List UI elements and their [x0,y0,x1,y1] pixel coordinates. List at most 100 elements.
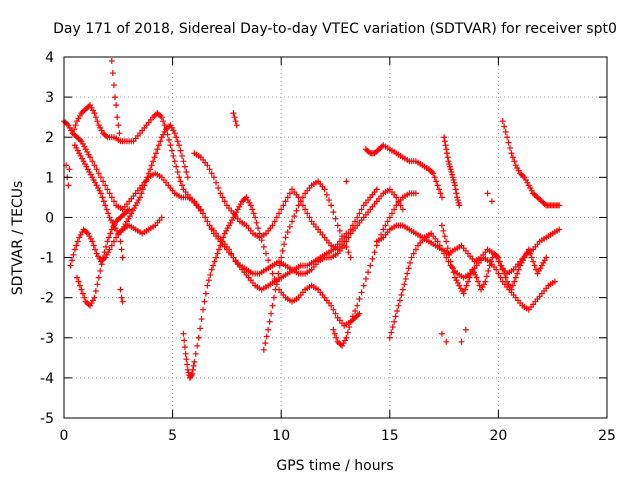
data-point [91,294,98,301]
data-point [382,222,389,229]
data-point [65,182,72,189]
data-point [489,254,496,261]
data-point [210,262,217,269]
data-point [171,158,178,165]
series-track-d [67,214,165,269]
data-point [430,170,437,177]
y-tick-label: -2 [40,291,54,307]
data-point [483,273,490,280]
data-point [514,270,521,277]
data-point [438,330,445,337]
data-point [198,316,205,323]
data-point [221,198,228,205]
data-point [160,118,167,125]
data-point [444,245,451,252]
data-point [176,174,183,181]
data-point [91,162,98,169]
series-track-j [362,142,445,201]
data-point [174,138,181,145]
data-point [101,249,108,256]
data-point [504,134,511,141]
data-point [151,154,158,161]
data-point [275,270,282,277]
data-point [95,274,102,281]
y-axis-label: SDTVAR / TECUs [10,181,26,296]
data-point [184,361,191,368]
data-point [108,242,115,249]
data-point [157,138,164,145]
data-point [269,222,276,229]
data-point [119,298,126,305]
data-point [388,329,395,336]
data-point [232,118,239,125]
y-tick-label: 3 [45,90,54,106]
data-point [447,166,454,173]
data-point [344,329,351,336]
data-point [278,254,285,261]
data-point [412,246,419,253]
data-point [362,275,369,282]
data-point [360,282,367,289]
data-point [476,282,483,289]
data-point [102,182,109,189]
data-point [486,262,493,269]
data-point [92,246,99,253]
data-point [458,338,465,345]
data-point [488,258,495,265]
y-tick-label: -5 [40,411,54,427]
x-tick-label: 25 [598,428,616,444]
data-point [356,210,363,217]
data-point [448,168,455,175]
data-point [304,210,311,217]
data-point [202,214,209,221]
data-point [343,234,350,241]
axis-ticks: 0 5 10 15 20 25 -5 -4 -3 -2 -1 0 1 2 3 4 [40,50,616,444]
x-axis-label: GPS time / hours [276,458,393,474]
data-point [438,194,445,201]
data-point [443,338,450,345]
data-point [330,209,337,216]
data-point [78,286,85,293]
y-tick-label: -3 [40,331,54,347]
data-point [460,290,467,297]
data-point [399,286,406,293]
data-point [302,206,309,213]
data-point [339,233,346,240]
data-point [325,197,332,204]
data-point [113,102,120,109]
data-point [207,271,214,278]
data-point [386,214,393,221]
plot-frame [63,56,608,419]
data-point [210,174,217,181]
data-point [515,266,522,273]
data-point [286,190,293,197]
data-point [401,281,408,288]
data-point [155,142,162,149]
data-point [440,227,447,234]
data-point [89,158,96,165]
data-point [482,278,489,285]
data-point [79,290,86,297]
data-point [509,154,516,161]
data-point [499,118,506,125]
data-point [269,270,276,277]
data-point [398,291,405,298]
data-point [270,294,277,301]
y-tick-label: 0 [45,210,54,226]
data-point [230,254,237,261]
data-point [341,238,348,245]
data-point [282,234,289,241]
data-point [354,302,361,309]
data-point [106,246,113,253]
data-points [61,58,563,381]
y-tick-label: 1 [45,170,54,186]
data-point [332,215,339,222]
data-point [161,122,168,129]
data-point [456,202,463,209]
data-point [90,242,97,249]
data-point [455,199,462,206]
data-point [332,310,339,317]
data-point [449,174,456,181]
data-point [441,134,448,141]
